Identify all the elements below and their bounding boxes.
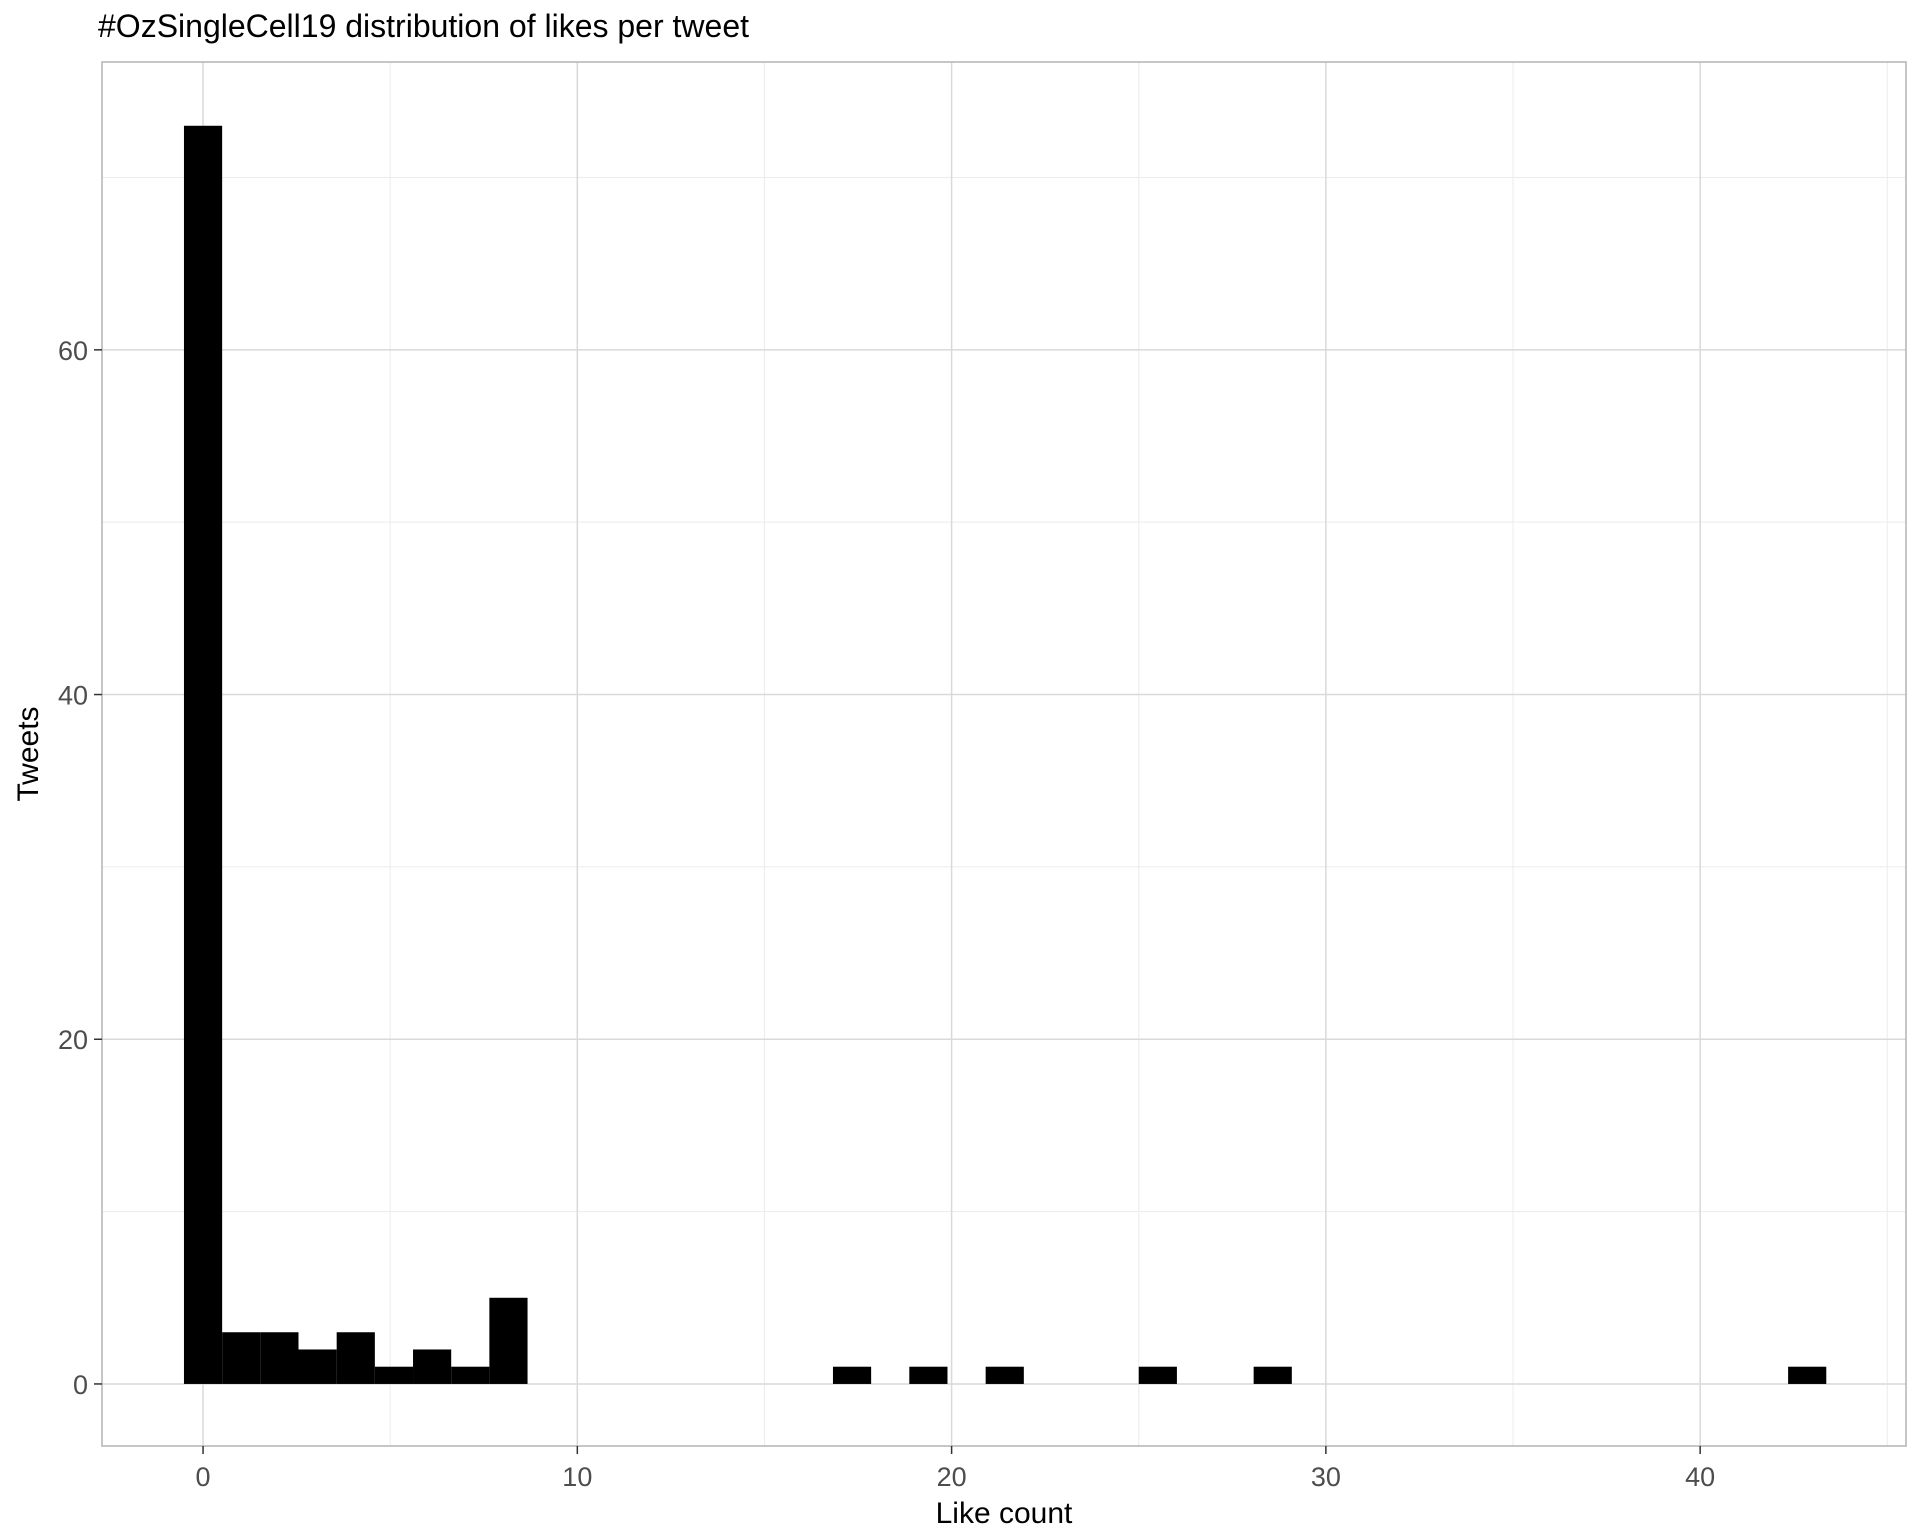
histogram-bar bbox=[909, 1366, 948, 1384]
x-tick-label: 0 bbox=[196, 1462, 211, 1492]
histogram-bar bbox=[260, 1332, 299, 1384]
x-tick-label: 40 bbox=[1685, 1462, 1715, 1492]
histogram-bar bbox=[451, 1366, 490, 1384]
histogram-bar bbox=[298, 1349, 337, 1384]
histogram-bar bbox=[374, 1366, 414, 1384]
histogram-bar bbox=[832, 1366, 872, 1384]
x-tick-label: 30 bbox=[1311, 1462, 1341, 1492]
y-axis-ticks: 0 20 40 60 bbox=[58, 336, 102, 1400]
histogram-bar bbox=[183, 125, 223, 1384]
histogram-bar bbox=[1138, 1366, 1177, 1384]
major-gridlines bbox=[102, 62, 1906, 1446]
histogram-bars bbox=[183, 125, 1827, 1384]
y-tick-label: 40 bbox=[58, 681, 88, 711]
histogram-bar bbox=[413, 1349, 452, 1384]
y-tick-label: 0 bbox=[73, 1370, 88, 1400]
y-tick-label: 60 bbox=[58, 336, 88, 366]
y-axis-title: Tweets bbox=[12, 706, 45, 801]
histogram-bar bbox=[336, 1332, 375, 1384]
x-tick-label: 20 bbox=[937, 1462, 967, 1492]
chart-title: #OzSingleCell19 distribution of likes pe… bbox=[98, 8, 749, 44]
histogram-bar bbox=[985, 1366, 1024, 1384]
histogram-bar bbox=[222, 1332, 261, 1384]
histogram-bar bbox=[1253, 1366, 1292, 1384]
panel-border bbox=[101, 61, 1907, 1447]
x-axis-ticks: 0 10 20 30 40 bbox=[196, 1446, 1715, 1492]
x-axis-title: Like count bbox=[936, 1497, 1073, 1530]
y-tick-label: 20 bbox=[58, 1025, 88, 1055]
histogram-bar bbox=[489, 1297, 528, 1384]
histogram-bar bbox=[1788, 1366, 1827, 1384]
minor-gridlines bbox=[102, 62, 1906, 1446]
x-tick-label: 10 bbox=[562, 1462, 592, 1492]
